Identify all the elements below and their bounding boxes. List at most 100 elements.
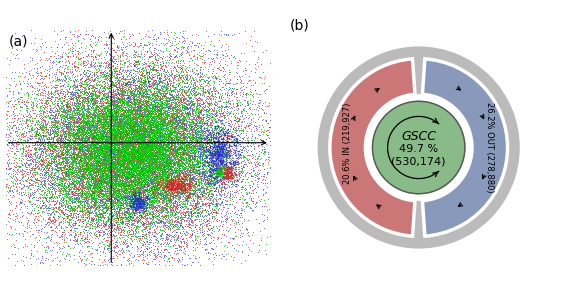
Point xyxy=(108,161,117,166)
Point xyxy=(124,171,133,176)
Point xyxy=(110,143,119,148)
Point xyxy=(97,133,106,138)
Point xyxy=(188,81,197,86)
Point xyxy=(223,170,232,175)
Point xyxy=(179,123,188,128)
Point xyxy=(129,150,138,155)
Point xyxy=(54,121,63,125)
Point xyxy=(136,157,145,162)
Point xyxy=(94,160,103,165)
Point xyxy=(69,175,78,180)
Point xyxy=(116,181,125,186)
Point xyxy=(80,116,89,121)
Point xyxy=(89,101,98,106)
Point xyxy=(123,132,132,137)
Point xyxy=(86,128,95,132)
Point xyxy=(90,151,99,155)
Point xyxy=(134,106,143,111)
Point xyxy=(156,157,165,161)
Point xyxy=(132,175,140,179)
Point xyxy=(232,162,241,166)
Point xyxy=(84,152,93,157)
Point xyxy=(142,201,151,205)
Point xyxy=(113,142,122,146)
Point xyxy=(49,117,58,121)
Point xyxy=(105,186,114,191)
Point xyxy=(113,147,122,151)
Point xyxy=(138,68,147,73)
Point xyxy=(165,134,174,139)
Point xyxy=(195,206,204,211)
Point xyxy=(77,147,86,152)
Point xyxy=(121,82,130,87)
Point xyxy=(82,159,91,164)
Point xyxy=(130,155,139,160)
Point xyxy=(141,129,150,134)
Point xyxy=(9,119,18,124)
Point xyxy=(81,97,90,101)
Point xyxy=(215,96,224,100)
Point xyxy=(138,175,147,180)
Point xyxy=(166,102,175,107)
Point xyxy=(120,139,129,144)
Point xyxy=(97,197,106,202)
Point xyxy=(93,167,102,172)
Point xyxy=(151,240,160,244)
Point xyxy=(186,158,195,163)
Point xyxy=(182,171,191,176)
Point xyxy=(131,170,140,175)
Point xyxy=(153,131,162,136)
Point xyxy=(14,115,23,120)
Point xyxy=(117,160,126,164)
Point xyxy=(117,208,126,212)
Point xyxy=(175,87,184,92)
Point xyxy=(0,130,6,135)
Point xyxy=(182,143,191,148)
Point xyxy=(129,106,138,111)
Point xyxy=(119,178,128,183)
Point xyxy=(106,100,115,105)
Point xyxy=(216,133,225,138)
Point xyxy=(148,150,157,155)
Point xyxy=(140,178,149,183)
Point xyxy=(128,100,137,105)
Point xyxy=(211,149,220,153)
Point xyxy=(142,224,151,228)
Point xyxy=(190,171,199,175)
Point xyxy=(55,177,64,182)
Point xyxy=(60,155,69,159)
Point xyxy=(103,159,112,164)
Point xyxy=(142,194,151,198)
Point xyxy=(156,191,165,196)
Point xyxy=(161,253,170,258)
Point xyxy=(55,162,64,167)
Point xyxy=(146,105,155,110)
Point xyxy=(115,113,124,117)
Point xyxy=(146,162,155,166)
Point xyxy=(142,151,151,156)
Point xyxy=(66,165,75,169)
Point xyxy=(152,161,161,165)
Point xyxy=(182,147,191,152)
Point xyxy=(226,175,235,180)
Point xyxy=(194,82,203,87)
Point xyxy=(61,122,70,127)
Point xyxy=(158,100,167,104)
Point xyxy=(142,48,151,53)
Point xyxy=(104,150,113,155)
Point xyxy=(147,199,156,204)
Point xyxy=(151,135,160,140)
Point xyxy=(119,145,128,149)
Point xyxy=(210,158,219,163)
Point xyxy=(209,56,217,60)
Point xyxy=(206,132,215,137)
Point xyxy=(171,109,180,114)
Point xyxy=(202,121,211,126)
Point xyxy=(157,131,166,136)
Point xyxy=(108,123,117,128)
Point xyxy=(95,119,104,124)
Point xyxy=(44,211,53,215)
Point xyxy=(155,135,164,140)
Point xyxy=(246,158,255,163)
Point xyxy=(123,150,132,155)
